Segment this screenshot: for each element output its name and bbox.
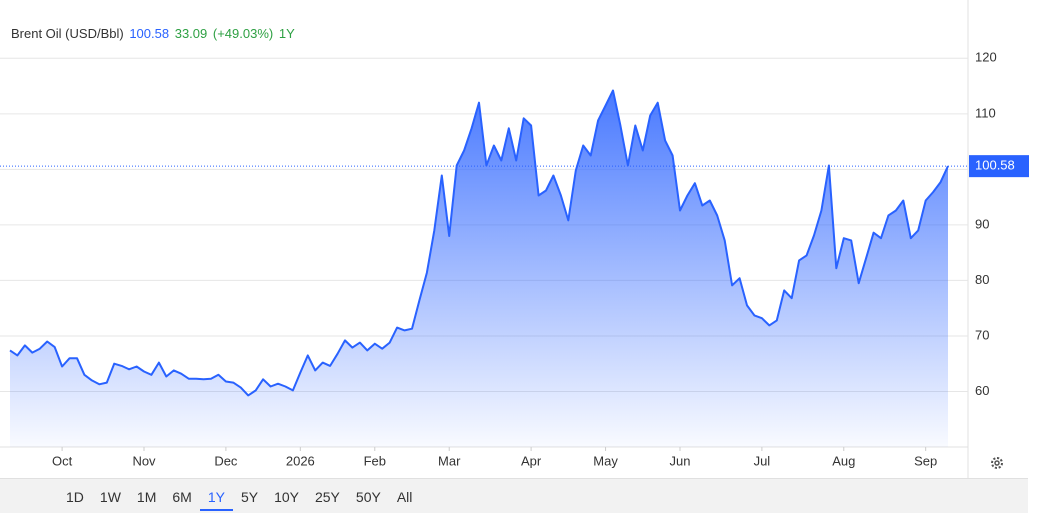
range-button[interactable]: 1W xyxy=(99,489,121,505)
last-price: 100.58 xyxy=(129,26,170,41)
x-tick-label: Mar xyxy=(438,453,461,468)
range-button[interactable]: 5Y xyxy=(240,489,259,505)
x-tick-label: May xyxy=(593,453,618,468)
instrument-title: Brent Oil (USD/Bbl) xyxy=(11,26,124,41)
x-tick-label: Feb xyxy=(364,453,386,468)
range-buttons: 1D 1W 1M 6M 1Y 5Y 10Y 25Y 50Y All xyxy=(58,479,420,511)
x-tick-label: Aug xyxy=(832,453,855,468)
x-tick-label: Apr xyxy=(521,453,542,468)
range-button[interactable]: 1Y xyxy=(199,479,233,511)
y-tick-label: 60 xyxy=(975,383,989,398)
header: Brent Oil (USD/Bbl) 100.58 33.09 (+49.03… xyxy=(11,26,297,41)
range-button[interactable]: All xyxy=(396,489,413,505)
range-button[interactable]: 1D xyxy=(66,489,84,505)
change-percent: (+49.03%) xyxy=(212,26,274,41)
x-tick-label: Jul xyxy=(754,453,771,468)
x-tick-label: Jun xyxy=(670,453,691,468)
range-button[interactable]: 10Y xyxy=(274,489,299,505)
settings-icon[interactable] xyxy=(991,457,1003,469)
last-price-box xyxy=(969,155,1029,178)
range-bar: 1D 1W 1M 6M 1Y 5Y 10Y 25Y 50Y All xyxy=(0,478,1028,513)
last-price-label: 100.58 xyxy=(975,158,1015,173)
x-tick-label: Oct xyxy=(52,453,73,468)
range-button[interactable]: 1M xyxy=(136,489,157,505)
area-fill xyxy=(10,90,948,447)
period: 1Y xyxy=(278,26,295,41)
x-tick-label: Nov xyxy=(132,453,156,468)
range-button[interactable]: 6M xyxy=(172,489,192,505)
x-tick-label: 2026 xyxy=(286,453,315,468)
x-tick-label: Sep xyxy=(914,453,937,468)
y-tick-label: 120 xyxy=(975,50,997,65)
range-button[interactable]: 50Y xyxy=(355,489,381,505)
range-button[interactable]: 25Y xyxy=(314,489,340,505)
y-tick-label: 110 xyxy=(975,105,996,120)
y-tick-label: 80 xyxy=(975,272,989,287)
price-line xyxy=(9,89,949,397)
x-tick-label: Dec xyxy=(214,453,238,468)
y-tick-label: 90 xyxy=(975,216,989,231)
y-tick-label: 70 xyxy=(975,327,989,342)
change: 33.09 xyxy=(174,26,208,41)
